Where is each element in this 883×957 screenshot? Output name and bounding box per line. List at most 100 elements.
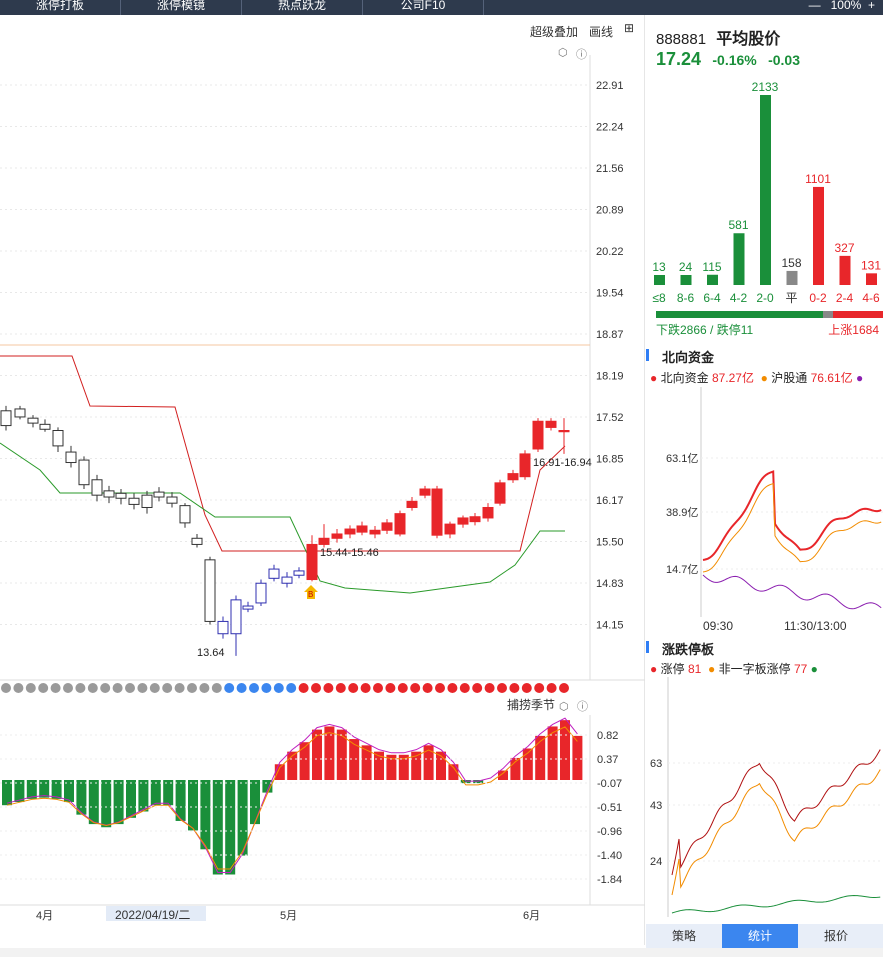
indicator-bar xyxy=(299,742,310,780)
indicator-tick: -1.84 xyxy=(597,874,622,886)
indicator-bar xyxy=(510,757,521,780)
candle-body xyxy=(419,488,431,496)
settings-icon[interactable]: ⬡ xyxy=(558,47,568,59)
limit-up-line xyxy=(671,749,881,876)
distribution-label: 4-6 xyxy=(862,291,880,305)
season-dot xyxy=(137,683,148,693)
candle-body xyxy=(394,513,406,535)
season-dot xyxy=(224,683,235,693)
tab-stats[interactable]: 统计 xyxy=(722,924,798,948)
distribution-count: 115 xyxy=(702,260,721,274)
indicator-tick: 0.37 xyxy=(597,754,618,766)
indicator-bar xyxy=(336,729,347,780)
season-dot xyxy=(38,683,49,693)
candle-body xyxy=(115,492,127,499)
north-sz-line xyxy=(702,574,882,610)
season-dot xyxy=(50,683,61,693)
add-icon[interactable]: + xyxy=(867,0,875,12)
indicator-bar xyxy=(113,780,124,825)
distribution-count: 13 xyxy=(652,260,666,274)
distribution-chart: 13 ≤8 24 8-6 115 6-4 581 4-2 2133 2-0 158 平 1101 0-2 3… xyxy=(652,80,883,318)
stock-header: 888881 平均股价 xyxy=(656,25,780,49)
distribution-bar xyxy=(707,274,718,285)
season-dot xyxy=(385,683,396,693)
indicator-bar xyxy=(76,780,87,815)
limit-title: 涨跌停板 xyxy=(662,642,715,657)
season-dot xyxy=(174,683,185,693)
distribution-label: 平 xyxy=(785,291,797,305)
stock-chg: -0.03 xyxy=(768,52,801,68)
indicator-tick: -1.40 xyxy=(597,850,622,862)
help-icon[interactable]: ⓘ xyxy=(576,49,587,61)
indicator-bar xyxy=(547,726,558,780)
price-tick: 22.91 xyxy=(596,80,624,92)
north-title: 北向资金 xyxy=(662,350,715,365)
candlestick-chart[interactable]: 22.91 22.24 21.56 20.89 20.22 19.54 18.87 18.19… xyxy=(0,15,645,945)
indicator-bar xyxy=(188,780,198,831)
distribution-count: 158 xyxy=(781,256,801,270)
indicator-bar xyxy=(398,754,409,780)
candle-body xyxy=(306,543,318,581)
north-flow-chart[interactable]: 63.1亿 38.9亿 14.7亿 09:30 11:30/13:00 xyxy=(646,385,883,635)
season-dot xyxy=(1,683,11,693)
minimize-icon[interactable]: — xyxy=(808,0,821,12)
candle-body xyxy=(230,599,242,635)
candle-body xyxy=(179,505,191,524)
overlay-button[interactable]: 超级叠加 xyxy=(530,25,579,39)
candle-body xyxy=(356,525,368,533)
season-dot xyxy=(249,683,259,693)
indicator-bar xyxy=(287,751,298,780)
selected-date-bg xyxy=(106,906,206,921)
tab-hot[interactable]: 热点跃龙 xyxy=(242,0,363,15)
indicator-bar xyxy=(324,726,335,780)
tab-limit-up[interactable]: 涨停打板 xyxy=(0,0,121,15)
indicator-bar xyxy=(386,754,397,780)
indicator-bar xyxy=(26,780,37,799)
tab-f10[interactable]: 公司F10 xyxy=(363,0,484,15)
season-dot xyxy=(149,683,160,693)
season-dot xyxy=(422,683,433,693)
price-tick: 15.50 xyxy=(596,537,624,549)
distribution-label: 2-4 xyxy=(836,291,854,305)
price-tick: 18.87 xyxy=(596,329,624,341)
season-dot xyxy=(447,683,458,693)
candle-body xyxy=(204,559,216,622)
indicator-bar xyxy=(312,729,322,780)
distribution-bar xyxy=(813,186,824,285)
tab-limit-mirror[interactable]: 涨停模镜 xyxy=(121,0,242,15)
distribution-label: ≤8 xyxy=(652,291,666,305)
indicator-settings-icon[interactable]: ⬡ xyxy=(559,701,569,713)
indicator-tick: -0.51 xyxy=(597,802,622,814)
candle-body xyxy=(469,516,481,523)
season-dot xyxy=(323,683,334,693)
candle-body xyxy=(103,490,115,498)
price-tick: 14.15 xyxy=(596,620,624,632)
north-y-tick: 14.7亿 xyxy=(666,563,698,576)
buy-marker[interactable]: B xyxy=(304,585,318,599)
season-dot xyxy=(397,683,408,693)
season-dot xyxy=(410,683,421,693)
draw-line-button[interactable]: 画线 xyxy=(589,25,614,39)
candle-body xyxy=(494,482,506,504)
price-tick: 14.83 xyxy=(596,578,624,590)
candle-body xyxy=(281,576,293,584)
distribution-label: 0-2 xyxy=(809,291,827,305)
candle-body xyxy=(91,479,103,496)
layout-icon[interactable]: ⊞ xyxy=(624,21,635,35)
candle-body xyxy=(0,410,12,427)
candle-body xyxy=(141,494,153,508)
season-dot xyxy=(559,683,569,693)
date-may: 5月 xyxy=(280,910,297,922)
season-dot xyxy=(373,683,383,693)
tab-quote[interactable]: 报价 xyxy=(823,929,848,943)
indicator-bar xyxy=(163,780,174,806)
tab-strategy[interactable]: 策略 xyxy=(671,929,696,943)
top-nav: 涨停打板 涨停模镜 热点跃龙 公司F10 — 100% + xyxy=(0,0,883,15)
indicator-help-icon[interactable]: ⓘ xyxy=(577,700,588,713)
indicator-bar xyxy=(64,780,74,803)
season-dot xyxy=(311,683,321,693)
ratio-flat xyxy=(823,311,833,318)
indicator-bar xyxy=(498,770,508,780)
indicator-bar xyxy=(535,735,546,780)
